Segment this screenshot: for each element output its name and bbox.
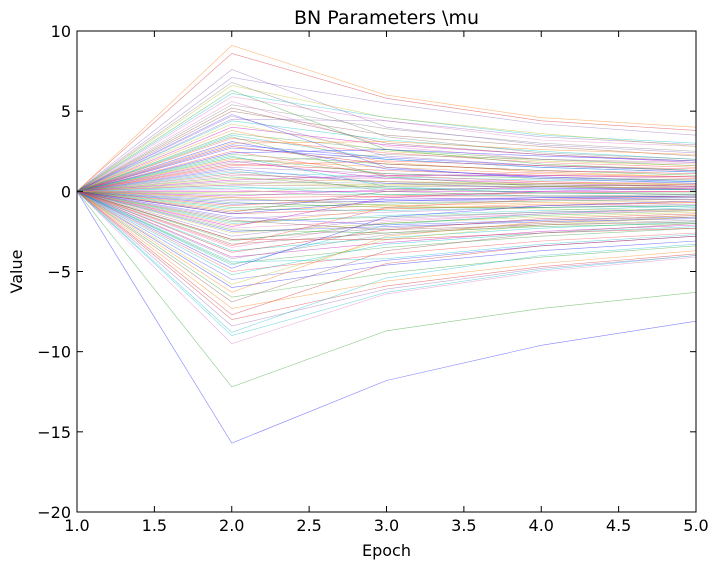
series-line-87 xyxy=(76,175,697,192)
series-line-54 xyxy=(76,191,697,203)
series-line-102 xyxy=(76,187,697,227)
series-line-110 xyxy=(76,69,697,192)
series-line-83 xyxy=(76,123,697,192)
series-line-10 xyxy=(76,110,697,192)
y-tick-label: 5 xyxy=(61,102,71,121)
series-line-52 xyxy=(76,191,697,344)
series-line-61 xyxy=(76,141,697,192)
series-line-76 xyxy=(76,191,697,215)
chart-title: BN Parameters \mu xyxy=(294,7,479,29)
series-line-89 xyxy=(76,160,697,192)
y-tick-label: −15 xyxy=(37,423,71,442)
series-line-100 xyxy=(76,184,697,213)
series-line-112 xyxy=(76,170,697,192)
y-tick-label: 0 xyxy=(61,182,71,201)
series-line-1 xyxy=(76,191,697,444)
series-line-37 xyxy=(76,191,697,229)
series-line-109 xyxy=(76,191,697,316)
series-line-3 xyxy=(76,45,697,192)
series-line-98 xyxy=(76,183,696,194)
series-line-42 xyxy=(76,191,697,258)
series-line-5 xyxy=(76,77,697,192)
series-line-11 xyxy=(76,120,697,192)
series-line-19 xyxy=(76,163,697,192)
series-line-77 xyxy=(76,157,697,192)
x-tick-label: 2.5 xyxy=(296,516,321,535)
series-line-2 xyxy=(76,191,697,388)
series-line-92 xyxy=(76,191,697,234)
series-line-81 xyxy=(76,134,697,192)
series-line-51 xyxy=(76,191,697,336)
series-line-44 xyxy=(76,191,697,272)
series-line-114 xyxy=(76,154,697,192)
series-line-85 xyxy=(76,107,697,192)
x-axis-title: Epoch xyxy=(362,541,411,560)
series-line-12 xyxy=(76,126,697,192)
series-line-80 xyxy=(76,191,697,237)
series-line-8 xyxy=(76,85,697,192)
series-line-48 xyxy=(76,191,697,309)
x-tick-label: 3.5 xyxy=(451,516,476,535)
series-line-93 xyxy=(76,141,697,192)
series-line-49 xyxy=(76,191,697,320)
series-line-113 xyxy=(76,191,697,211)
series-line-94 xyxy=(76,191,697,240)
series-line-14 xyxy=(76,138,697,192)
series-line-47 xyxy=(76,191,697,298)
series-line-57 xyxy=(76,160,697,192)
series-lines xyxy=(76,45,697,444)
series-line-105 xyxy=(76,114,697,192)
x-tick-label: 3.0 xyxy=(374,516,399,535)
series-line-65 xyxy=(76,115,697,192)
series-line-75 xyxy=(76,168,697,192)
y-tick-label: −10 xyxy=(37,343,71,362)
series-line-82 xyxy=(76,191,697,248)
x-tick-label: 1.0 xyxy=(64,516,89,535)
series-line-101 xyxy=(76,155,697,195)
series-line-90 xyxy=(76,191,697,226)
x-tick-label: 2.0 xyxy=(219,516,244,535)
series-line-74 xyxy=(76,191,697,207)
series-line-46 xyxy=(76,191,697,288)
series-line-86 xyxy=(76,191,697,276)
series-line-69 xyxy=(76,81,697,192)
y-axis-title: Value xyxy=(7,250,26,294)
series-line-70 xyxy=(76,191,697,303)
series-line-108 xyxy=(76,191,697,293)
series-line-62 xyxy=(76,191,697,242)
series-line-67 xyxy=(76,101,697,192)
series-line-43 xyxy=(76,191,697,264)
series-line-84 xyxy=(76,191,697,260)
series-line-9 xyxy=(76,104,697,192)
series-line-96 xyxy=(76,191,697,263)
series-line-50 xyxy=(76,191,697,327)
x-tick-label: 4.5 xyxy=(606,516,631,535)
series-line-35 xyxy=(76,191,697,219)
series-line-95 xyxy=(76,118,697,192)
series-line-104 xyxy=(76,191,697,247)
axis-ticks: 1.0 1.5 2.0 2.5 3.0 3.5 4.0 4.5 5.0 10 5 0 −5 −10 −15 −… xyxy=(37,22,708,535)
y-tick-label: 10 xyxy=(51,22,71,41)
series-line-115 xyxy=(76,191,697,231)
series-line-55 xyxy=(76,173,697,192)
x-tick-label: 1.5 xyxy=(142,516,167,535)
series-line-71 xyxy=(76,186,696,197)
series-line-78 xyxy=(76,191,697,226)
series-line-60 xyxy=(76,191,697,232)
series-line-106 xyxy=(76,191,697,269)
series-line-4 xyxy=(76,53,697,192)
series-line-72 xyxy=(76,187,696,197)
series-line-111 xyxy=(76,191,697,333)
x-tick-label: 4.0 xyxy=(529,516,554,535)
series-line-107 xyxy=(76,89,697,192)
series-line-36 xyxy=(76,191,697,224)
x-tick-label: 5.0 xyxy=(683,516,708,535)
y-tick-label: −5 xyxy=(47,263,71,282)
y-tick-label: −20 xyxy=(37,503,71,522)
series-line-41 xyxy=(76,191,697,252)
series-line-63 xyxy=(76,130,697,192)
